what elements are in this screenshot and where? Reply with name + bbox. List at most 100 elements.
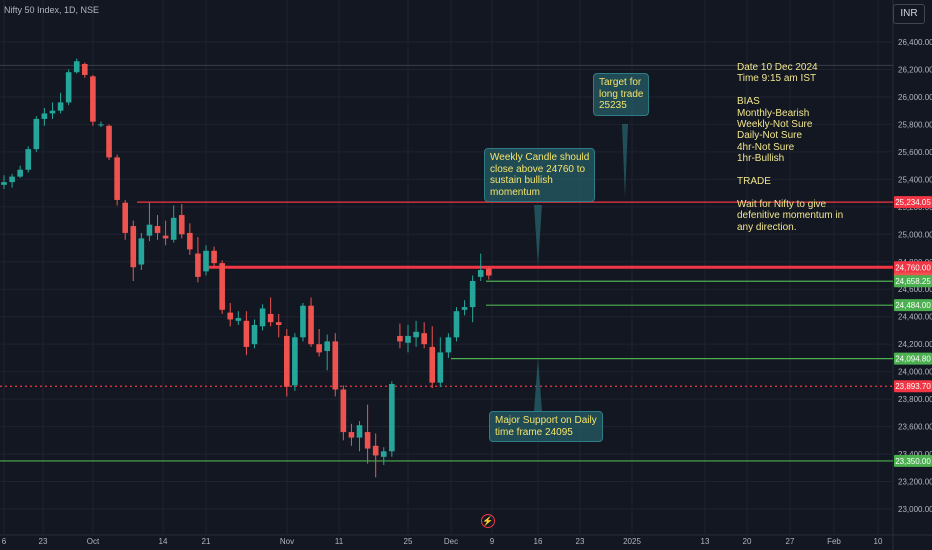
x-tick-label: 20 <box>743 537 752 546</box>
y-tick-label: 26,000.00 <box>898 93 932 102</box>
candle-body <box>429 346 436 383</box>
candle-body <box>130 226 137 268</box>
candle-body <box>162 235 169 239</box>
x-tick-label: 6 <box>2 537 7 546</box>
candle-body <box>469 280 476 308</box>
weekly-pointer <box>534 205 542 266</box>
candle-body <box>154 226 161 233</box>
candle-body <box>138 238 145 265</box>
candle-body <box>49 110 56 114</box>
y-tick-label: 24,600.00 <box>898 285 932 294</box>
candle-body <box>284 335 290 387</box>
candle-body <box>195 253 201 277</box>
price-tag-label: 23,350.00 <box>895 457 931 466</box>
y-tick-label: 23,400.00 <box>898 450 932 459</box>
currency-button[interactable]: INR <box>893 4 925 24</box>
x-tick-label: 23 <box>39 537 48 546</box>
candle-body <box>300 305 306 338</box>
candle-body <box>251 324 258 345</box>
target-pointer <box>622 124 628 198</box>
candle-body <box>65 72 72 103</box>
candle-body <box>227 312 234 320</box>
price-tag <box>894 380 932 393</box>
target-callout: Target for long trade 25235 <box>593 73 650 116</box>
candle-body <box>364 432 371 449</box>
candle-body <box>33 118 40 150</box>
price-tag-label: 24,760.00 <box>895 263 931 272</box>
candle-body <box>170 217 177 240</box>
candle-body <box>316 344 322 353</box>
price-tag <box>894 299 932 312</box>
candle-body <box>397 335 403 342</box>
candle-body <box>9 176 15 183</box>
price-tag-label: 25,234.05 <box>895 198 931 207</box>
x-tick-label: Oct <box>87 537 100 546</box>
candle-body <box>1 182 7 185</box>
candle-body <box>122 202 128 233</box>
candle-body <box>389 384 395 452</box>
candle-body <box>348 432 355 438</box>
x-tick-label: 23 <box>576 537 585 546</box>
price-tag-label: 24,484.00 <box>895 301 931 310</box>
candle-body <box>82 63 88 75</box>
x-tick-label: Dec <box>444 537 458 546</box>
x-tick-label: 13 <box>701 537 710 546</box>
symbol-title: Nifty 50 Index, 1D, NSE <box>4 5 100 15</box>
candle-body <box>57 102 64 111</box>
candle-body <box>275 322 282 325</box>
x-tick-label: 25 <box>404 537 413 546</box>
price-tag-label: 24,658.25 <box>895 277 931 286</box>
candle-body <box>308 305 314 345</box>
candle-body <box>259 308 266 327</box>
price-tag <box>894 196 932 209</box>
candle-body <box>146 224 153 236</box>
candle-body <box>203 250 209 272</box>
candle-body <box>372 445 379 456</box>
candle-body <box>340 389 347 433</box>
support-pointer <box>534 358 542 411</box>
y-tick-label: 26,400.00 <box>898 38 932 47</box>
price-tag-label: 24,094.80 <box>895 355 931 364</box>
x-tick-label: 14 <box>159 537 168 546</box>
y-tick-label: 25,800.00 <box>898 120 932 129</box>
price-tag <box>894 454 932 467</box>
candle-body <box>17 169 23 177</box>
y-tick-label: 23,000.00 <box>898 505 932 514</box>
x-tick-label: Feb <box>827 537 841 546</box>
y-tick-label: 26,200.00 <box>898 65 932 74</box>
x-tick-label: Nov <box>280 537 294 546</box>
candle-body <box>90 76 96 122</box>
candle-body <box>243 320 250 347</box>
analysis-note: Date 10 Dec 2024 Time 9:15 am IST BIAS M… <box>737 62 844 233</box>
y-tick-label: 23,800.00 <box>898 395 932 404</box>
candle-body <box>211 250 217 264</box>
x-tick-label: 2025 <box>623 537 641 546</box>
candle-body <box>235 318 242 321</box>
candle-body <box>461 307 468 310</box>
support-callout: Major Support on Daily time frame 24095 <box>489 411 603 442</box>
candle-body <box>356 425 363 438</box>
candle-body <box>486 268 492 276</box>
y-tick-label: 25,600.00 <box>898 148 932 157</box>
events-icon[interactable]: ⚡ <box>481 514 495 528</box>
candle-body <box>405 335 411 343</box>
y-tick-label: 25,400.00 <box>898 175 932 184</box>
candle-body <box>453 311 460 338</box>
candle-body <box>445 337 452 353</box>
candle-body <box>114 157 120 200</box>
y-tick-label: 24,400.00 <box>898 313 932 322</box>
candle-body <box>421 333 427 345</box>
price-tag <box>894 275 932 288</box>
candle-body <box>324 341 330 352</box>
y-tick-label: 23,600.00 <box>898 423 932 432</box>
candle-body <box>267 313 274 323</box>
price-tag <box>894 261 932 274</box>
price-tag <box>894 352 932 365</box>
candle-body <box>25 149 32 170</box>
x-tick-label: 21 <box>202 537 211 546</box>
y-tick-label: 24,000.00 <box>898 368 932 377</box>
candle-body <box>413 331 419 338</box>
candle-body <box>98 124 104 126</box>
